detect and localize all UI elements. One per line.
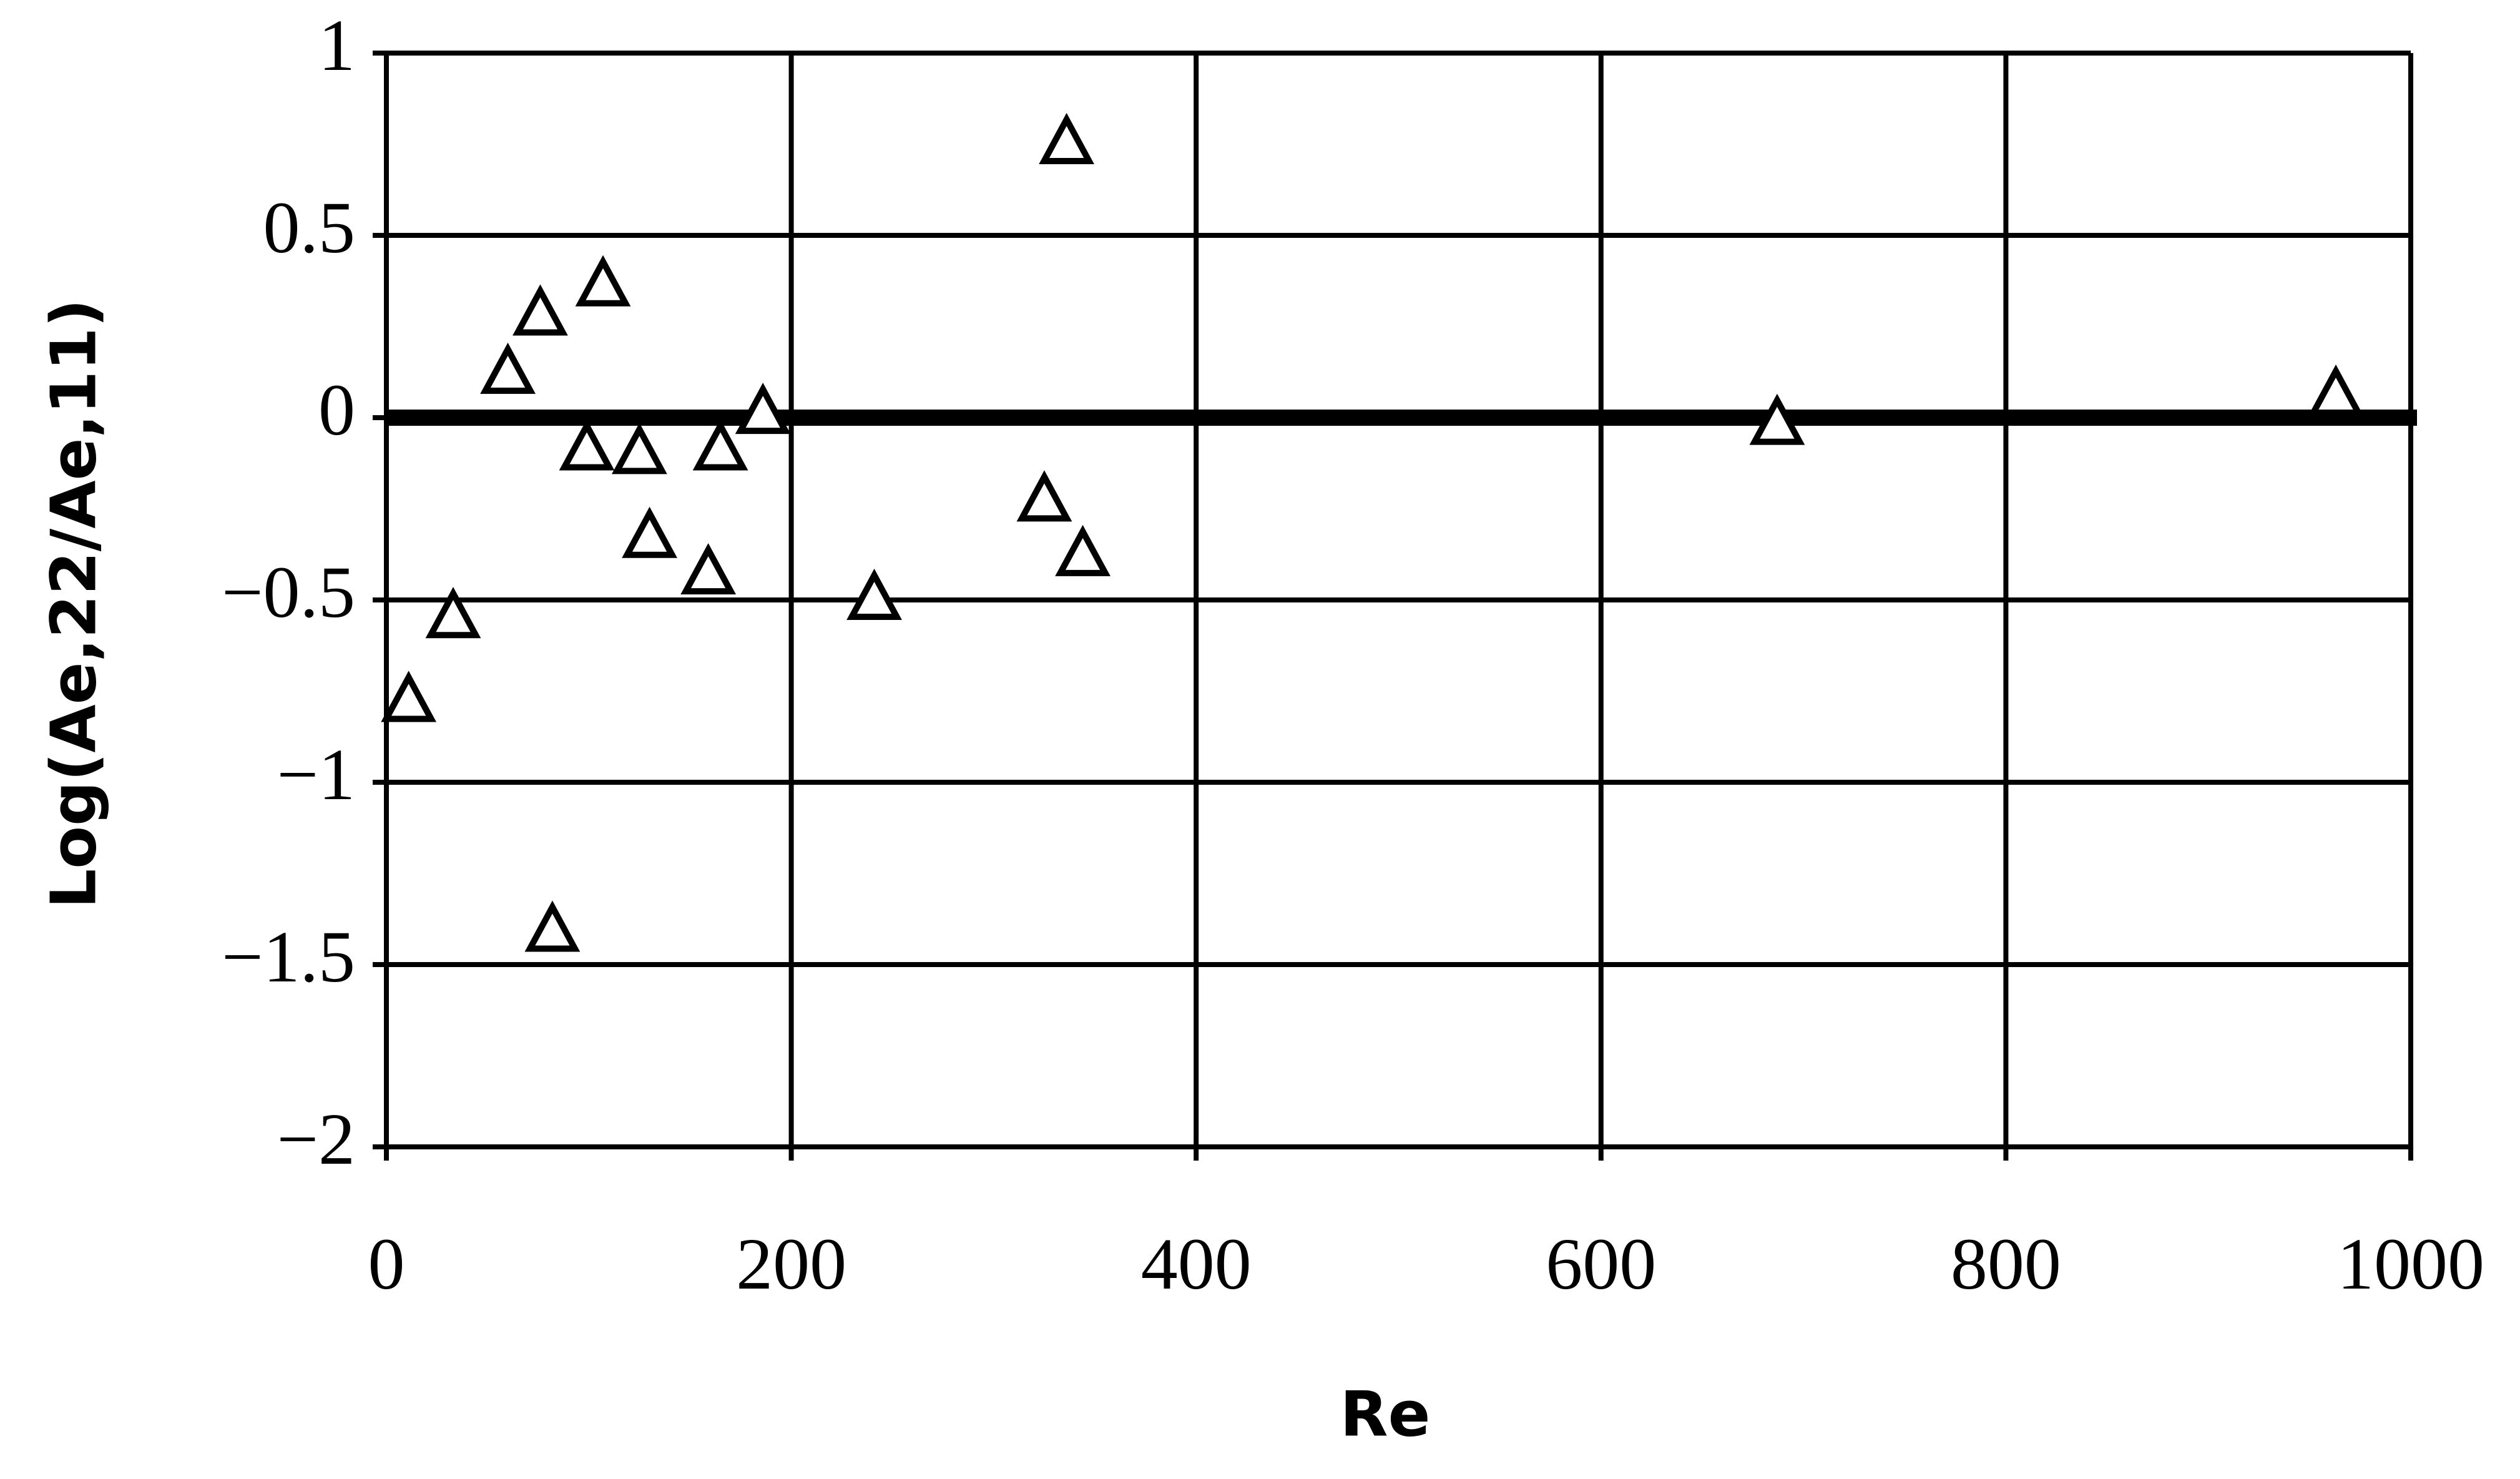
marker xyxy=(1055,524,1110,576)
marker xyxy=(1039,112,1095,164)
x-tick-label: 400 xyxy=(1141,1223,1252,1305)
marker xyxy=(846,568,902,620)
marker xyxy=(512,284,568,336)
marker xyxy=(1749,393,1805,445)
marker xyxy=(425,587,481,639)
marker xyxy=(480,342,536,394)
y-tick-label: −1.5 xyxy=(222,916,355,998)
y-tick-label: 0.5 xyxy=(263,187,356,268)
y-tick-label: −1 xyxy=(277,734,355,815)
marker xyxy=(622,506,677,558)
x-tick-label: 200 xyxy=(736,1223,846,1305)
marker xyxy=(381,671,437,722)
marker xyxy=(611,423,667,474)
x-tick-label: 600 xyxy=(1546,1223,1656,1305)
y-tick-label: 1 xyxy=(318,4,355,86)
marker xyxy=(2308,364,2364,416)
x-axis-label: Re xyxy=(1340,1377,1431,1450)
y-axis-label: Log(Ae,22/Ae,11) xyxy=(37,299,110,909)
y-tick-label: 0 xyxy=(318,369,355,451)
marker xyxy=(1016,470,1072,522)
marker xyxy=(524,900,581,952)
marker xyxy=(680,543,737,595)
y-tick-label: −2 xyxy=(277,1098,355,1180)
marker xyxy=(735,383,791,435)
marker xyxy=(559,419,615,471)
marker xyxy=(692,419,748,471)
x-tick-label: 1000 xyxy=(2337,1223,2484,1305)
x-tick-label: 800 xyxy=(1951,1223,2061,1305)
y-tick-label: −0.5 xyxy=(222,551,355,633)
x-tick-label: 0 xyxy=(368,1223,405,1305)
marker xyxy=(575,255,631,307)
